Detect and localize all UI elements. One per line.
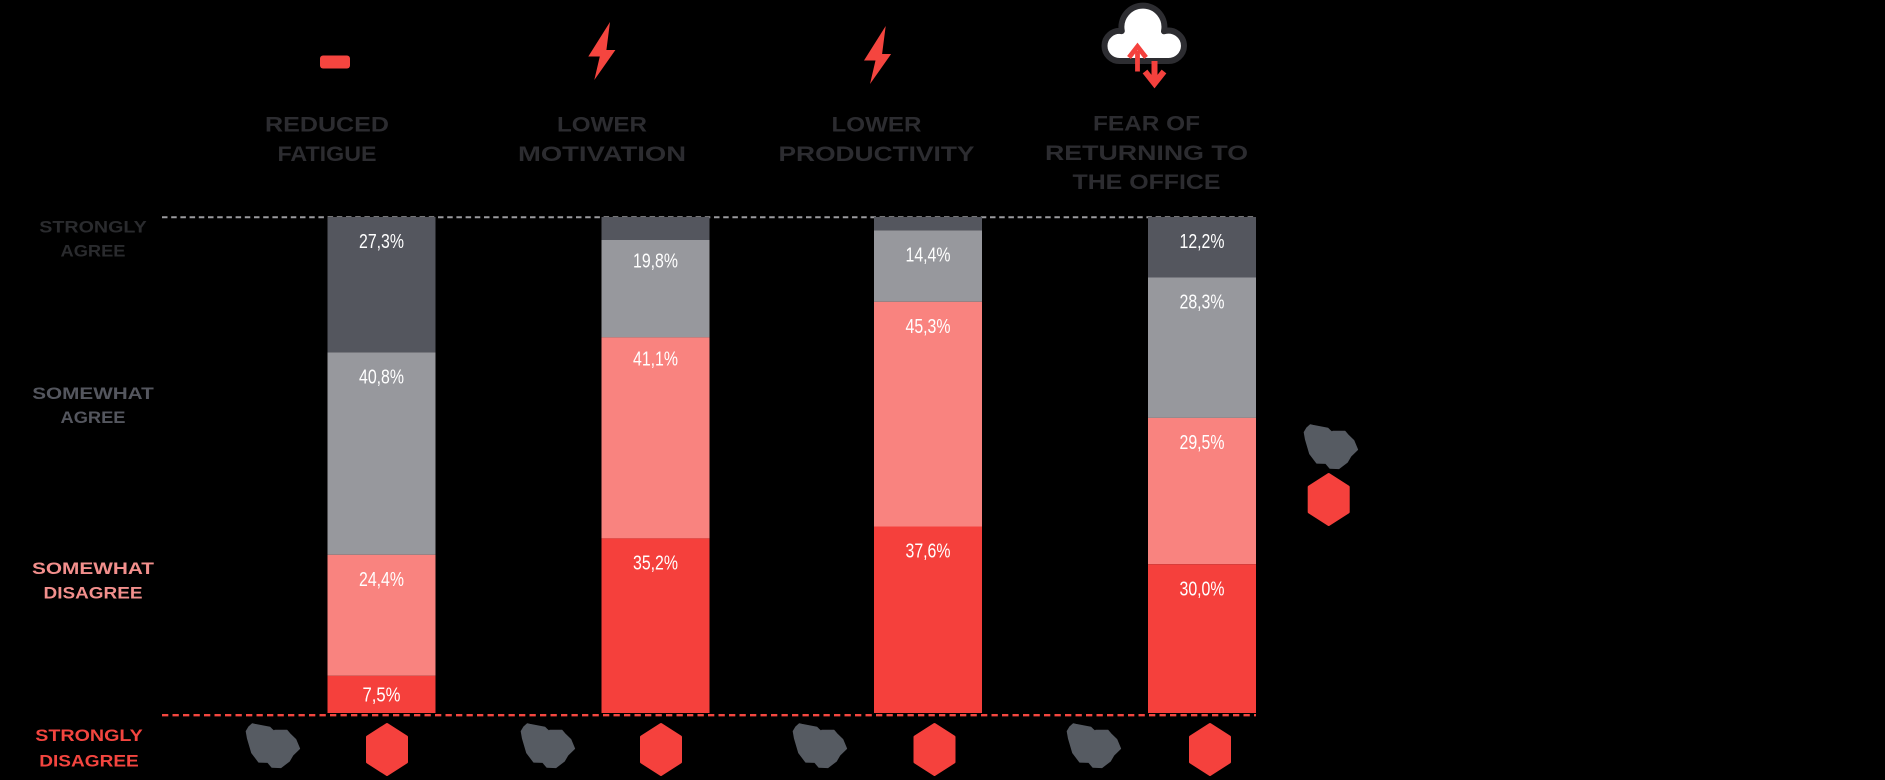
svg-text:AGREE: AGREE <box>61 242 126 261</box>
svg-text:LOWER: LOWER <box>557 114 647 137</box>
svg-text:45,3%: 45,3% <box>906 316 951 338</box>
svg-text:28,3%: 28,3% <box>1180 292 1225 314</box>
svg-text:DISAGREE: DISAGREE <box>39 752 139 771</box>
svg-text:24,4%: 24,4% <box>359 569 404 591</box>
svg-text:19,8%: 19,8% <box>633 251 678 273</box>
svg-text:RETURNING TO: RETURNING TO <box>1045 142 1248 165</box>
svg-text:REDUCED: REDUCED <box>265 114 389 137</box>
svg-text:40,8%: 40,8% <box>359 367 404 389</box>
svg-text:41,1%: 41,1% <box>633 349 678 371</box>
svg-text:DISAGREE: DISAGREE <box>44 584 143 603</box>
svg-text:FEAR OF: FEAR OF <box>1093 113 1200 136</box>
svg-text:STRONGLY: STRONGLY <box>35 726 143 745</box>
svg-text:12,2%: 12,2% <box>1180 231 1225 253</box>
svg-text:29,5%: 29,5% <box>1180 432 1225 454</box>
svg-text:STRONGLY: STRONGLY <box>39 218 147 237</box>
svg-text:30,0%: 30,0% <box>1180 579 1225 601</box>
svg-text:FATIGUE: FATIGUE <box>278 143 377 166</box>
svg-text:7,5%: 7,5% <box>363 685 401 707</box>
svg-text:PRODUCTIVITY: PRODUCTIVITY <box>779 143 975 166</box>
svg-text:SOMEWHAT: SOMEWHAT <box>32 384 154 403</box>
svg-text:37,6%: 37,6% <box>906 541 951 563</box>
svg-text:LOWER: LOWER <box>832 114 922 137</box>
svg-text:14,4%: 14,4% <box>906 245 951 267</box>
svg-text:MOTIVATION: MOTIVATION <box>518 143 686 166</box>
svg-text:AGREE: AGREE <box>61 408 126 427</box>
svg-text:27,3%: 27,3% <box>359 231 404 253</box>
svg-text:SOMEWHAT: SOMEWHAT <box>32 559 155 578</box>
svg-text:35,2%: 35,2% <box>633 553 678 575</box>
svg-text:THE OFFICE: THE OFFICE <box>1073 171 1221 194</box>
